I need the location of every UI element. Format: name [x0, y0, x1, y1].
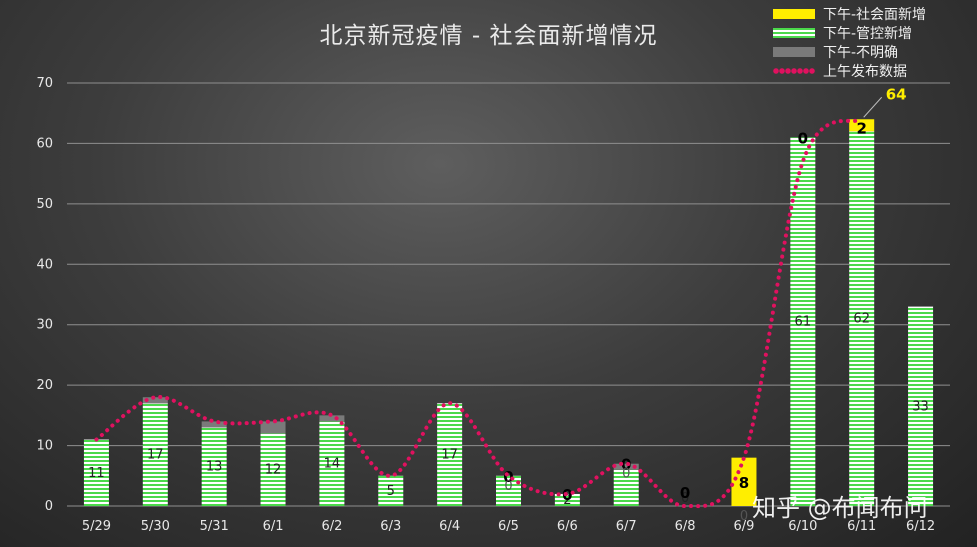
legend-swatch-dotted: [773, 65, 815, 76]
data-label-controlled: 14: [324, 457, 341, 472]
bar-controlled: [83, 439, 109, 506]
data-label-controlled: 2: [563, 493, 571, 508]
data-label-controlled: 17: [147, 448, 164, 463]
y-tick-label: 30: [36, 318, 53, 333]
x-tick-label: 6/7: [616, 519, 637, 534]
bar-controlled: [142, 403, 168, 506]
data-label-controlled: 33: [912, 399, 929, 414]
x-tick-label: 6/12: [906, 519, 935, 534]
x-tick-label: 6/4: [439, 519, 460, 534]
legend-label-social: 下午-社会面新增: [823, 6, 927, 23]
y-tick-label: 50: [36, 197, 53, 212]
legend-item-controlled: 下午-管控新增: [773, 23, 926, 42]
data-label-controlled: 61: [795, 315, 812, 330]
bar-unclear: [201, 421, 227, 428]
data-label-controlled: 11: [88, 466, 105, 481]
y-tick-label: 60: [36, 136, 53, 151]
bar-controlled: [201, 427, 227, 506]
data-label-unclear: 0: [740, 509, 748, 524]
y-tick-label: 10: [36, 439, 53, 454]
bar-controlled: [496, 475, 521, 506]
bar-controlled: [554, 493, 580, 506]
bar-controlled: [849, 131, 875, 507]
annotation-leader: [863, 96, 883, 118]
x-tick-label: 6/11: [847, 519, 876, 534]
bar-controlled: [790, 137, 816, 506]
annotation-label: 64: [886, 85, 907, 103]
data-label-social: 0: [798, 129, 808, 147]
data-label-social: 8: [739, 474, 749, 492]
legend-item-unclear: 下午-不明确: [773, 42, 926, 61]
x-tick-label: 5/31: [200, 519, 229, 534]
bar-controlled: [908, 306, 934, 506]
data-label-controlled: 13: [206, 460, 223, 475]
data-label-social: 2: [856, 119, 866, 137]
bar-controlled: [613, 469, 639, 506]
y-tick-label: 20: [36, 378, 53, 393]
data-label-controlled: 5: [387, 484, 395, 499]
legend-item-morning: 上午发布数据: [773, 61, 926, 80]
data-label-unclear: 0: [504, 479, 512, 494]
x-tick-label: 6/10: [788, 519, 817, 534]
data-label-social: 0: [621, 456, 631, 474]
legend-swatch-green: [773, 27, 815, 38]
data-label-controlled: 62: [853, 312, 870, 327]
x-tick-label: 6/6: [557, 519, 578, 534]
bar-unclear: [142, 397, 168, 404]
legend: 下午-社会面新增 下午-管控新增 下午-不明确 上午发布数据: [773, 4, 926, 80]
legend-swatch-yellow: [773, 8, 815, 19]
x-tick-label: 6/9: [734, 519, 755, 534]
bar-social: [731, 457, 757, 506]
bar-unclear: [613, 463, 639, 470]
bar-controlled: [260, 433, 286, 506]
x-tick-label: 6/1: [263, 519, 284, 534]
legend-label-unclear: 下午-不明确: [823, 44, 899, 61]
y-tick-label: 40: [36, 257, 53, 272]
x-tick-label: 5/30: [141, 519, 170, 534]
series-line-morning: [94, 117, 864, 509]
data-label-controlled: 0: [681, 491, 689, 506]
legend-label-controlled: 下午-管控新增: [823, 25, 913, 42]
bar-controlled: [437, 403, 463, 506]
bar-unclear: [260, 421, 286, 434]
y-tick-label: 70: [36, 76, 53, 91]
x-tick-label: 6/5: [498, 519, 519, 534]
data-label-social: 0: [503, 468, 513, 486]
x-tick-label: 5/29: [82, 519, 111, 534]
bar-controlled: [319, 421, 345, 506]
legend-label-morning: 上午发布数据: [823, 63, 907, 80]
chart-title: 北京新冠疫情 - 社会面新增情况: [319, 23, 658, 49]
legend-swatch-gray: [773, 46, 815, 57]
bar-controlled: [378, 475, 404, 506]
watermark: 知乎 @布闻布问: [752, 494, 928, 522]
data-label-controlled: 12: [265, 463, 282, 478]
data-label-social: 0: [680, 484, 690, 502]
x-tick-label: 6/8: [675, 519, 696, 534]
legend-item-social: 下午-社会面新增: [773, 4, 926, 23]
data-label-controlled: 17: [441, 448, 458, 463]
data-label-unclear: 0: [622, 467, 630, 482]
bar-unclear: [319, 415, 345, 422]
x-tick-label: 6/3: [380, 519, 401, 534]
y-tick-label: 0: [45, 499, 53, 514]
x-tick-label: 6/2: [321, 519, 342, 534]
